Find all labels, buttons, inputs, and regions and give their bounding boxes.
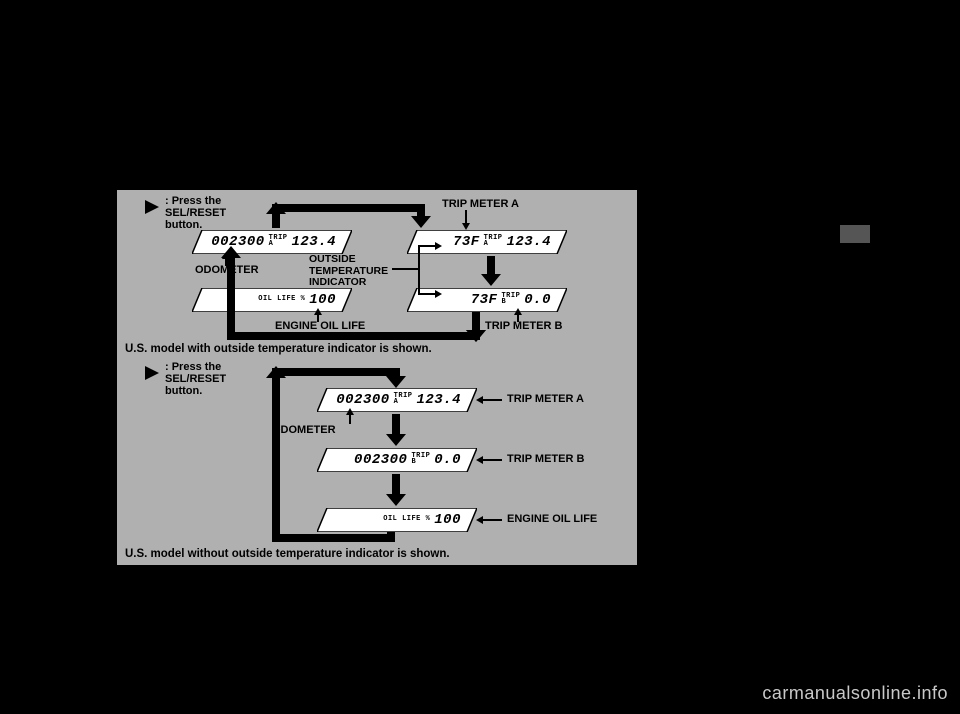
trip-tag: TRIP B [411,454,430,465]
trip-tag: TRIP A [484,236,503,247]
flow-b-return-up [272,376,280,534]
trip-value: 123.4 [291,234,336,250]
lcd-odo-tripA: 002300 TRIP A 123.4 [192,230,352,254]
pointer-tripB-bottom [482,459,502,461]
caption-top: U.S. model with outside temperature indi… [125,343,432,355]
flow-b-tripA-tripB [392,414,400,436]
legend-arrow-icon-2 [145,366,159,380]
label-tripB-bottom: TRIP METER B [507,453,584,465]
trip-value: 123.4 [506,234,551,250]
flow-top-to-tripA [417,204,425,218]
trip-tag: TRIP A [269,236,288,247]
trip-tag: TRIP A [394,394,413,405]
trip-value: 0.0 [434,452,461,468]
flow-top-bar [272,204,422,212]
caption-bottom: U.S. model without outside temperature i… [125,548,450,560]
temp-line-h [392,268,418,270]
temp-line-v [418,245,420,293]
temp-arrow-top [418,245,436,247]
page: : Press the SEL/RESET button. TRIP METER… [0,0,960,714]
oil-tag: OIL LIFE % [383,517,430,523]
oil-tag: OIL LIFE % [258,297,305,303]
label-trip-b-top: TRIP METER B [485,320,562,332]
lcd-tripB-bottom: 002300 TRIP B 0.0 [317,448,477,472]
label-outside-temp: OUTSIDE TEMPERATURE INDICATOR [309,254,388,289]
flow-riser-1 [472,312,480,332]
odo-value: 002300 [336,392,389,408]
lcd-temp-tripB: 73F TRIP B 0.0 [407,288,567,312]
oil-value: 100 [309,292,336,308]
flow-return-up [227,256,235,332]
trip-tag: TRIP B [501,294,520,305]
pointer-oil-bottom [482,519,502,521]
label-oil-top: ENGINE OIL LIFE [275,320,365,332]
trip-value: 123.4 [416,392,461,408]
flow-b-tripB-oil [392,474,400,496]
odo-value: 002300 [354,452,407,468]
lcd-temp-tripA: 73F TRIP A 123.4 [407,230,567,254]
lcd-oil-bottom: OIL LIFE % 100 [317,508,477,532]
legend-text-bottom: : Press the SEL/RESET button. [165,361,226,397]
label-odometer-bottom: ODOMETER [272,424,336,436]
pointer-trip-a-top [465,210,467,224]
legend-text-top: : Press the SEL/RESET button. [165,195,226,231]
oil-value: 100 [434,512,461,528]
trip-value: 0.0 [524,292,551,308]
label-oil-bottom: ENGINE OIL LIFE [507,513,597,525]
flow-b-into-tripA [392,368,400,378]
temp-value: 73F [471,292,498,308]
temp-value: 73F [453,234,480,250]
side-tab [840,225,870,243]
watermark-text: carmanualsonline.info [762,683,948,704]
flow-top-entry [272,212,280,228]
lcd-oil-top: OIL LIFE % 100 [192,288,352,312]
flow-b-bottom-h [272,534,395,542]
flow-b-riser-down [387,532,395,542]
flow-b-top-h [272,368,397,376]
label-trip-a-top: TRIP METER A [442,198,519,210]
flow-bottom-bar-top [227,332,480,340]
pointer-tripA-bottom [482,399,502,401]
label-tripA-bottom: TRIP METER A [507,393,584,405]
lcd-tripA-bottom: 002300 TRIP A 123.4 [317,388,477,412]
temp-arrow-bottom [418,293,436,295]
flow-tripA-to-tripB [487,256,495,276]
legend-arrow-icon [145,200,159,214]
pointer-odo-bottom-v [349,414,351,424]
diagram-panel: : Press the SEL/RESET button. TRIP METER… [117,190,637,565]
